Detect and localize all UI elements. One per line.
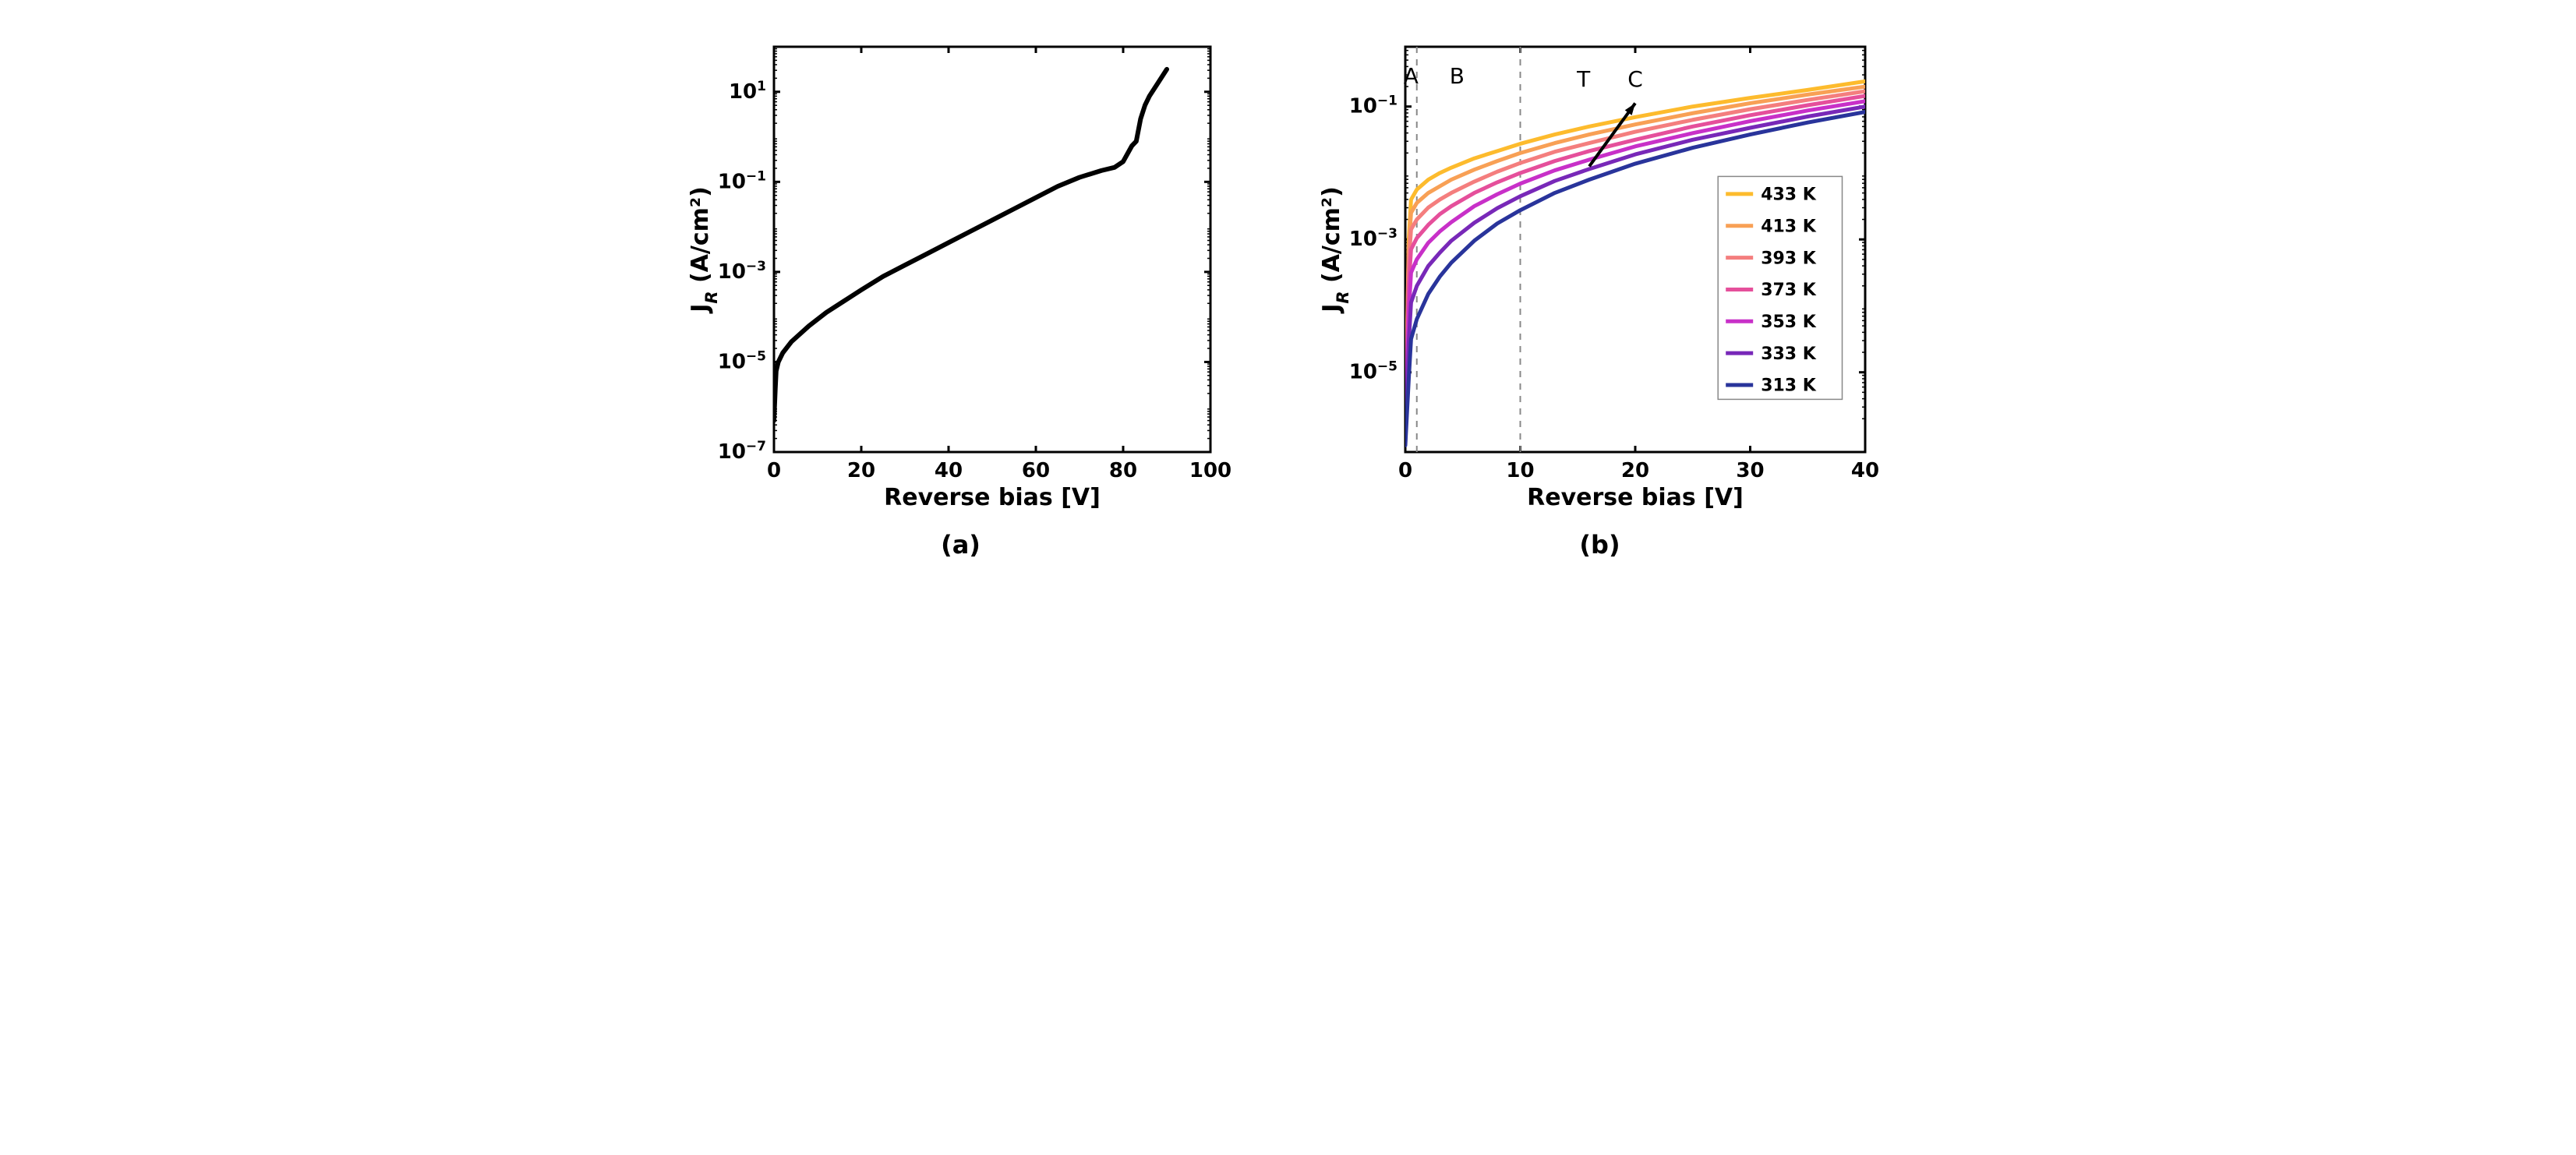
panel-b: 0 10 20 30 40 10−5 10−3 10−1A B T C 433 K 413 K 393 K… [1304, 16, 1896, 560]
svg-text:10−1: 10−1 [1348, 94, 1397, 118]
svg-text:10−1: 10−1 [717, 168, 765, 193]
svg-text:20: 20 [846, 459, 875, 482]
svg-text:393 K: 393 K [1761, 249, 1817, 268]
svg-text:0: 0 [766, 459, 780, 482]
svg-text:100: 100 [1189, 459, 1231, 482]
svg-text:JR (A/cm²): JR (A/cm²) [687, 186, 721, 314]
chart-b: 0 10 20 30 40 10−5 10−3 10−1A B T C 433 K 413 K 393 K… [1304, 16, 1896, 514]
svg-text:80: 80 [1108, 459, 1136, 482]
figure-container: 02040608010010−710−510−310−1101Reverse b… [16, 16, 2560, 560]
svg-text:10−7: 10−7 [717, 439, 765, 464]
svg-text:10−3: 10−3 [1348, 226, 1397, 251]
svg-text:T: T [1576, 66, 1591, 92]
svg-text:30: 30 [1736, 459, 1764, 482]
panel-a-label: (a) [941, 530, 981, 560]
svg-text:20: 20 [1620, 459, 1648, 482]
svg-text:10−5: 10−5 [717, 348, 765, 373]
svg-text:C: C [1627, 66, 1643, 92]
svg-text:10: 10 [1506, 459, 1534, 482]
svg-text:40: 40 [934, 459, 962, 482]
svg-text:Reverse bias [V]: Reverse bias [V] [1527, 484, 1744, 511]
svg-text:40: 40 [1850, 459, 1878, 482]
panel-b-label: (b) [1579, 530, 1620, 560]
svg-text:JR (A/cm²): JR (A/cm²) [1318, 186, 1352, 314]
svg-text:353 K: 353 K [1761, 313, 1817, 332]
svg-text:313 K: 313 K [1761, 376, 1817, 396]
svg-text:Reverse bias [V]: Reverse bias [V] [884, 484, 1101, 511]
svg-text:433 K: 433 K [1761, 185, 1817, 205]
svg-text:373 K: 373 K [1761, 281, 1817, 300]
svg-text:333 K: 333 K [1761, 344, 1817, 364]
panel-a: 0 20 40 60 80 100 10−7 10−5 10−3 10−1 101 Reverse b… [680, 16, 1242, 560]
svg-text:101: 101 [728, 79, 765, 104]
svg-text:10−3: 10−3 [717, 259, 765, 284]
svg-text:A: A [1403, 63, 1418, 89]
chart-a: 0 20 40 60 80 100 10−7 10−5 10−3 10−1 101 Reverse b… [680, 16, 1242, 514]
svg-text:10−5: 10−5 [1348, 359, 1397, 384]
svg-text:60: 60 [1021, 459, 1049, 482]
svg-text:B: B [1449, 63, 1464, 89]
svg-text:413 K: 413 K [1761, 217, 1817, 236]
svg-text:0: 0 [1398, 459, 1412, 482]
